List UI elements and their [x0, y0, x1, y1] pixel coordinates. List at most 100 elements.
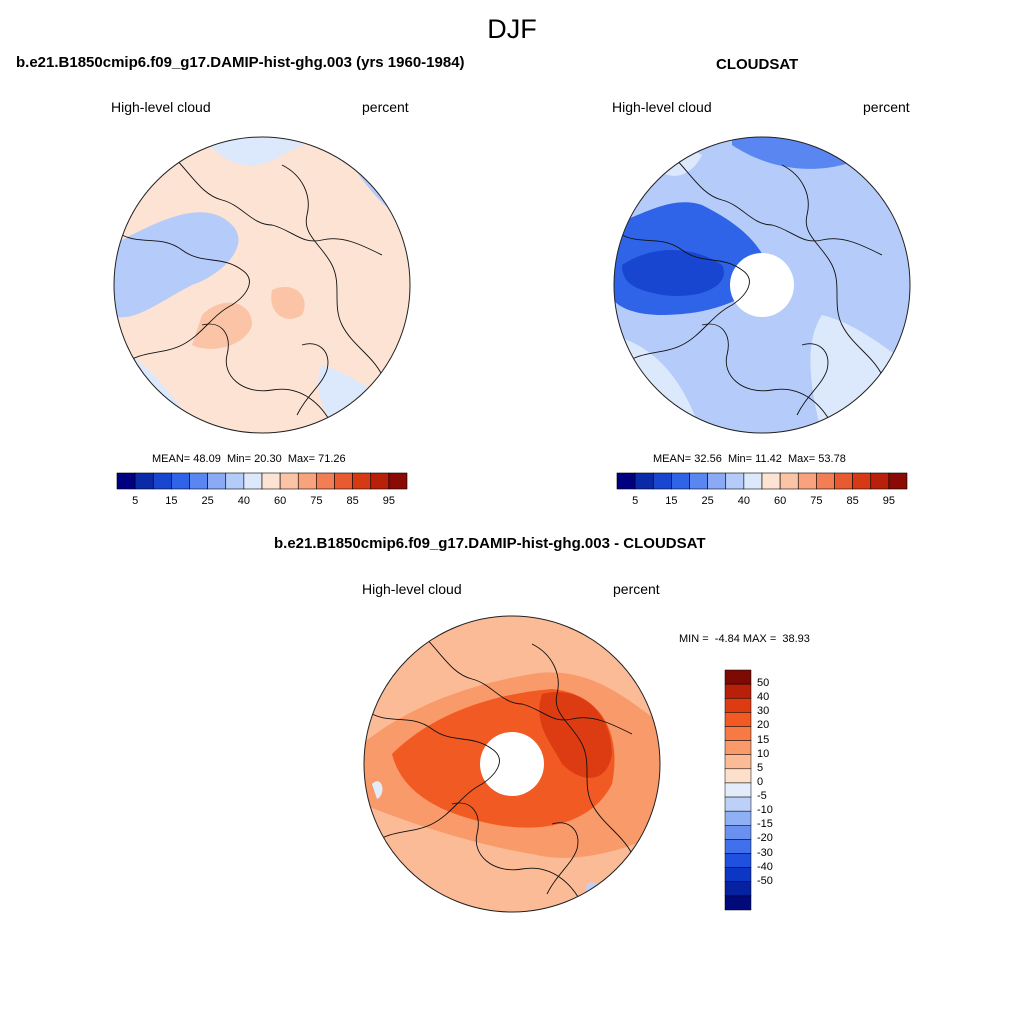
colorbar-tick-label: 15 [165, 495, 178, 507]
colorbar-segment [724, 712, 752, 727]
panel-3-polar-gap [480, 732, 544, 796]
panel-1-mean-label: MEAN= [152, 453, 191, 465]
colorbar-segment [689, 472, 708, 490]
colorbar-tick-label: 15 [665, 495, 678, 507]
panel-2-min-label: Min= [727, 453, 753, 465]
panel-1-title: b.e21.B1850cmip6.f09_g17.DAMIP-hist-ghg.… [16, 54, 465, 71]
colorbar-segment [779, 472, 799, 490]
colorbar-segment [852, 472, 872, 490]
colorbar-segment [870, 472, 890, 490]
colorbar-segment [724, 726, 752, 741]
colorbar-segment [724, 697, 752, 713]
panel-2-core-low-cloud [622, 250, 724, 296]
colorbar-segment [724, 839, 752, 854]
colorbar-tick-label: 15 [757, 733, 770, 746]
panel-1-map-background [114, 137, 410, 433]
colorbar-segment [724, 810, 752, 826]
colorbar-segment [743, 472, 763, 490]
colorbar-tick-label: 95 [382, 495, 395, 507]
panel-3-max-label: MAX = [742, 633, 777, 645]
colorbar-tick-label: 60 [274, 495, 287, 507]
colorbar-tick-label: 85 [346, 495, 359, 507]
colorbar-tick-label: 60 [774, 495, 787, 507]
panel-2-min-value: 11.42 [755, 453, 782, 465]
colorbar-segment [724, 782, 752, 798]
colorbar-tick-label: -10 [757, 804, 773, 817]
colorbar-segment [816, 472, 835, 490]
panel-3-polar-map [363, 615, 661, 913]
colorbar-segment [724, 669, 752, 685]
panel-2-max-value: 53.78 [818, 453, 846, 465]
panel-1-max-value: 71.26 [318, 453, 346, 465]
panel-2-polar-gap [730, 253, 794, 317]
colorbar-segment [671, 472, 690, 490]
colorbar-segment [352, 472, 372, 490]
panel-1-siberia-high [192, 302, 252, 349]
panel-1-units-label: percent [362, 99, 409, 115]
colorbar-tick-label: 20 [757, 719, 770, 732]
colorbar-segment [797, 472, 817, 490]
colorbar-segment [316, 472, 335, 490]
panel-3-title: b.e21.B1850cmip6.f09_g17.DAMIP-hist-ghg.… [274, 535, 706, 552]
colorbar-tick-label: 40 [757, 691, 770, 704]
colorbar-segment [707, 472, 727, 490]
colorbar-tick-label: 75 [810, 495, 823, 507]
colorbar-tick-label: 50 [757, 677, 770, 690]
colorbar-segment [724, 853, 752, 868]
colorbar-segment [761, 472, 781, 490]
panel-3-min-value: -4.84 [714, 633, 740, 645]
panel-3-northeast-weak [632, 616, 660, 654]
colorbar-segment [207, 472, 227, 490]
colorbar-segment [116, 472, 136, 490]
colorbar-segment [297, 472, 317, 490]
panel-2-max-label: Max= [788, 453, 816, 465]
colorbar-segment [189, 472, 208, 490]
colorbar-segment [724, 825, 752, 840]
panel-3-colorbar [724, 669, 752, 911]
colorbar-tick-label: 0 [757, 775, 764, 788]
panel-1-polar-map [113, 136, 411, 434]
panel-2-colorbar [616, 472, 908, 490]
colorbar-segment [388, 472, 408, 490]
panel-1-variable-label: High-level cloud [111, 99, 211, 115]
panel-2-mean-value: 32.56 [694, 453, 722, 465]
colorbar-tick-label: 95 [882, 495, 895, 507]
colorbar-tick-label: 10 [757, 747, 770, 760]
colorbar-segment [724, 683, 752, 699]
figure-title: DJF [487, 14, 537, 44]
panel-2-map-border [613, 136, 911, 434]
colorbar-tick-label: 30 [757, 705, 770, 718]
panel-3-minmax: MIN = -4.84 MAX = 38.93 [679, 633, 810, 645]
panel-1-colorbar [116, 472, 408, 490]
panel-1-min-value: 20.30 [254, 453, 282, 465]
colorbar-segment [724, 867, 752, 883]
colorbar-tick-label: -30 [757, 846, 773, 859]
panel-3-arctic-max [539, 692, 612, 778]
colorbar-tick-label: 5 [757, 761, 764, 774]
colorbar-segment [243, 472, 263, 490]
colorbar-segment [834, 472, 853, 490]
colorbar-tick-label: 40 [737, 495, 750, 507]
panel-2-polar-map [613, 136, 911, 434]
panel-3-units-label: percent [613, 581, 660, 597]
colorbar-tick-label: -5 [757, 790, 767, 803]
colorbar-tick-label: 5 [632, 495, 639, 507]
panel-2-stats: MEAN= 32.56 Min= 11.42 Max= 53.78 [653, 453, 846, 465]
panel-3-coastlines [371, 623, 643, 905]
panel-1-min-label: Min= [226, 453, 252, 465]
colorbar-tick-label: 5 [132, 495, 139, 507]
colorbar-segment [724, 754, 752, 770]
panel-1-stats: MEAN= 48.09 Min= 20.30 Max= 71.26 [152, 453, 346, 465]
panel-1-mean-value: 48.09 [193, 453, 221, 465]
colorbar-segment [634, 472, 654, 490]
colorbar-segment [152, 472, 172, 490]
panel-2-units-label: percent [863, 99, 910, 115]
panel-3-negative-patch-west [372, 781, 383, 799]
colorbar-segment [261, 472, 281, 490]
panel-2-variable-label: High-level cloud [612, 99, 712, 115]
colorbar-tick-label: 25 [201, 495, 214, 507]
colorbar-segment [616, 472, 636, 490]
colorbar-segment [725, 472, 745, 490]
panel-3-map-border [363, 615, 661, 913]
colorbar-segment [652, 472, 672, 490]
